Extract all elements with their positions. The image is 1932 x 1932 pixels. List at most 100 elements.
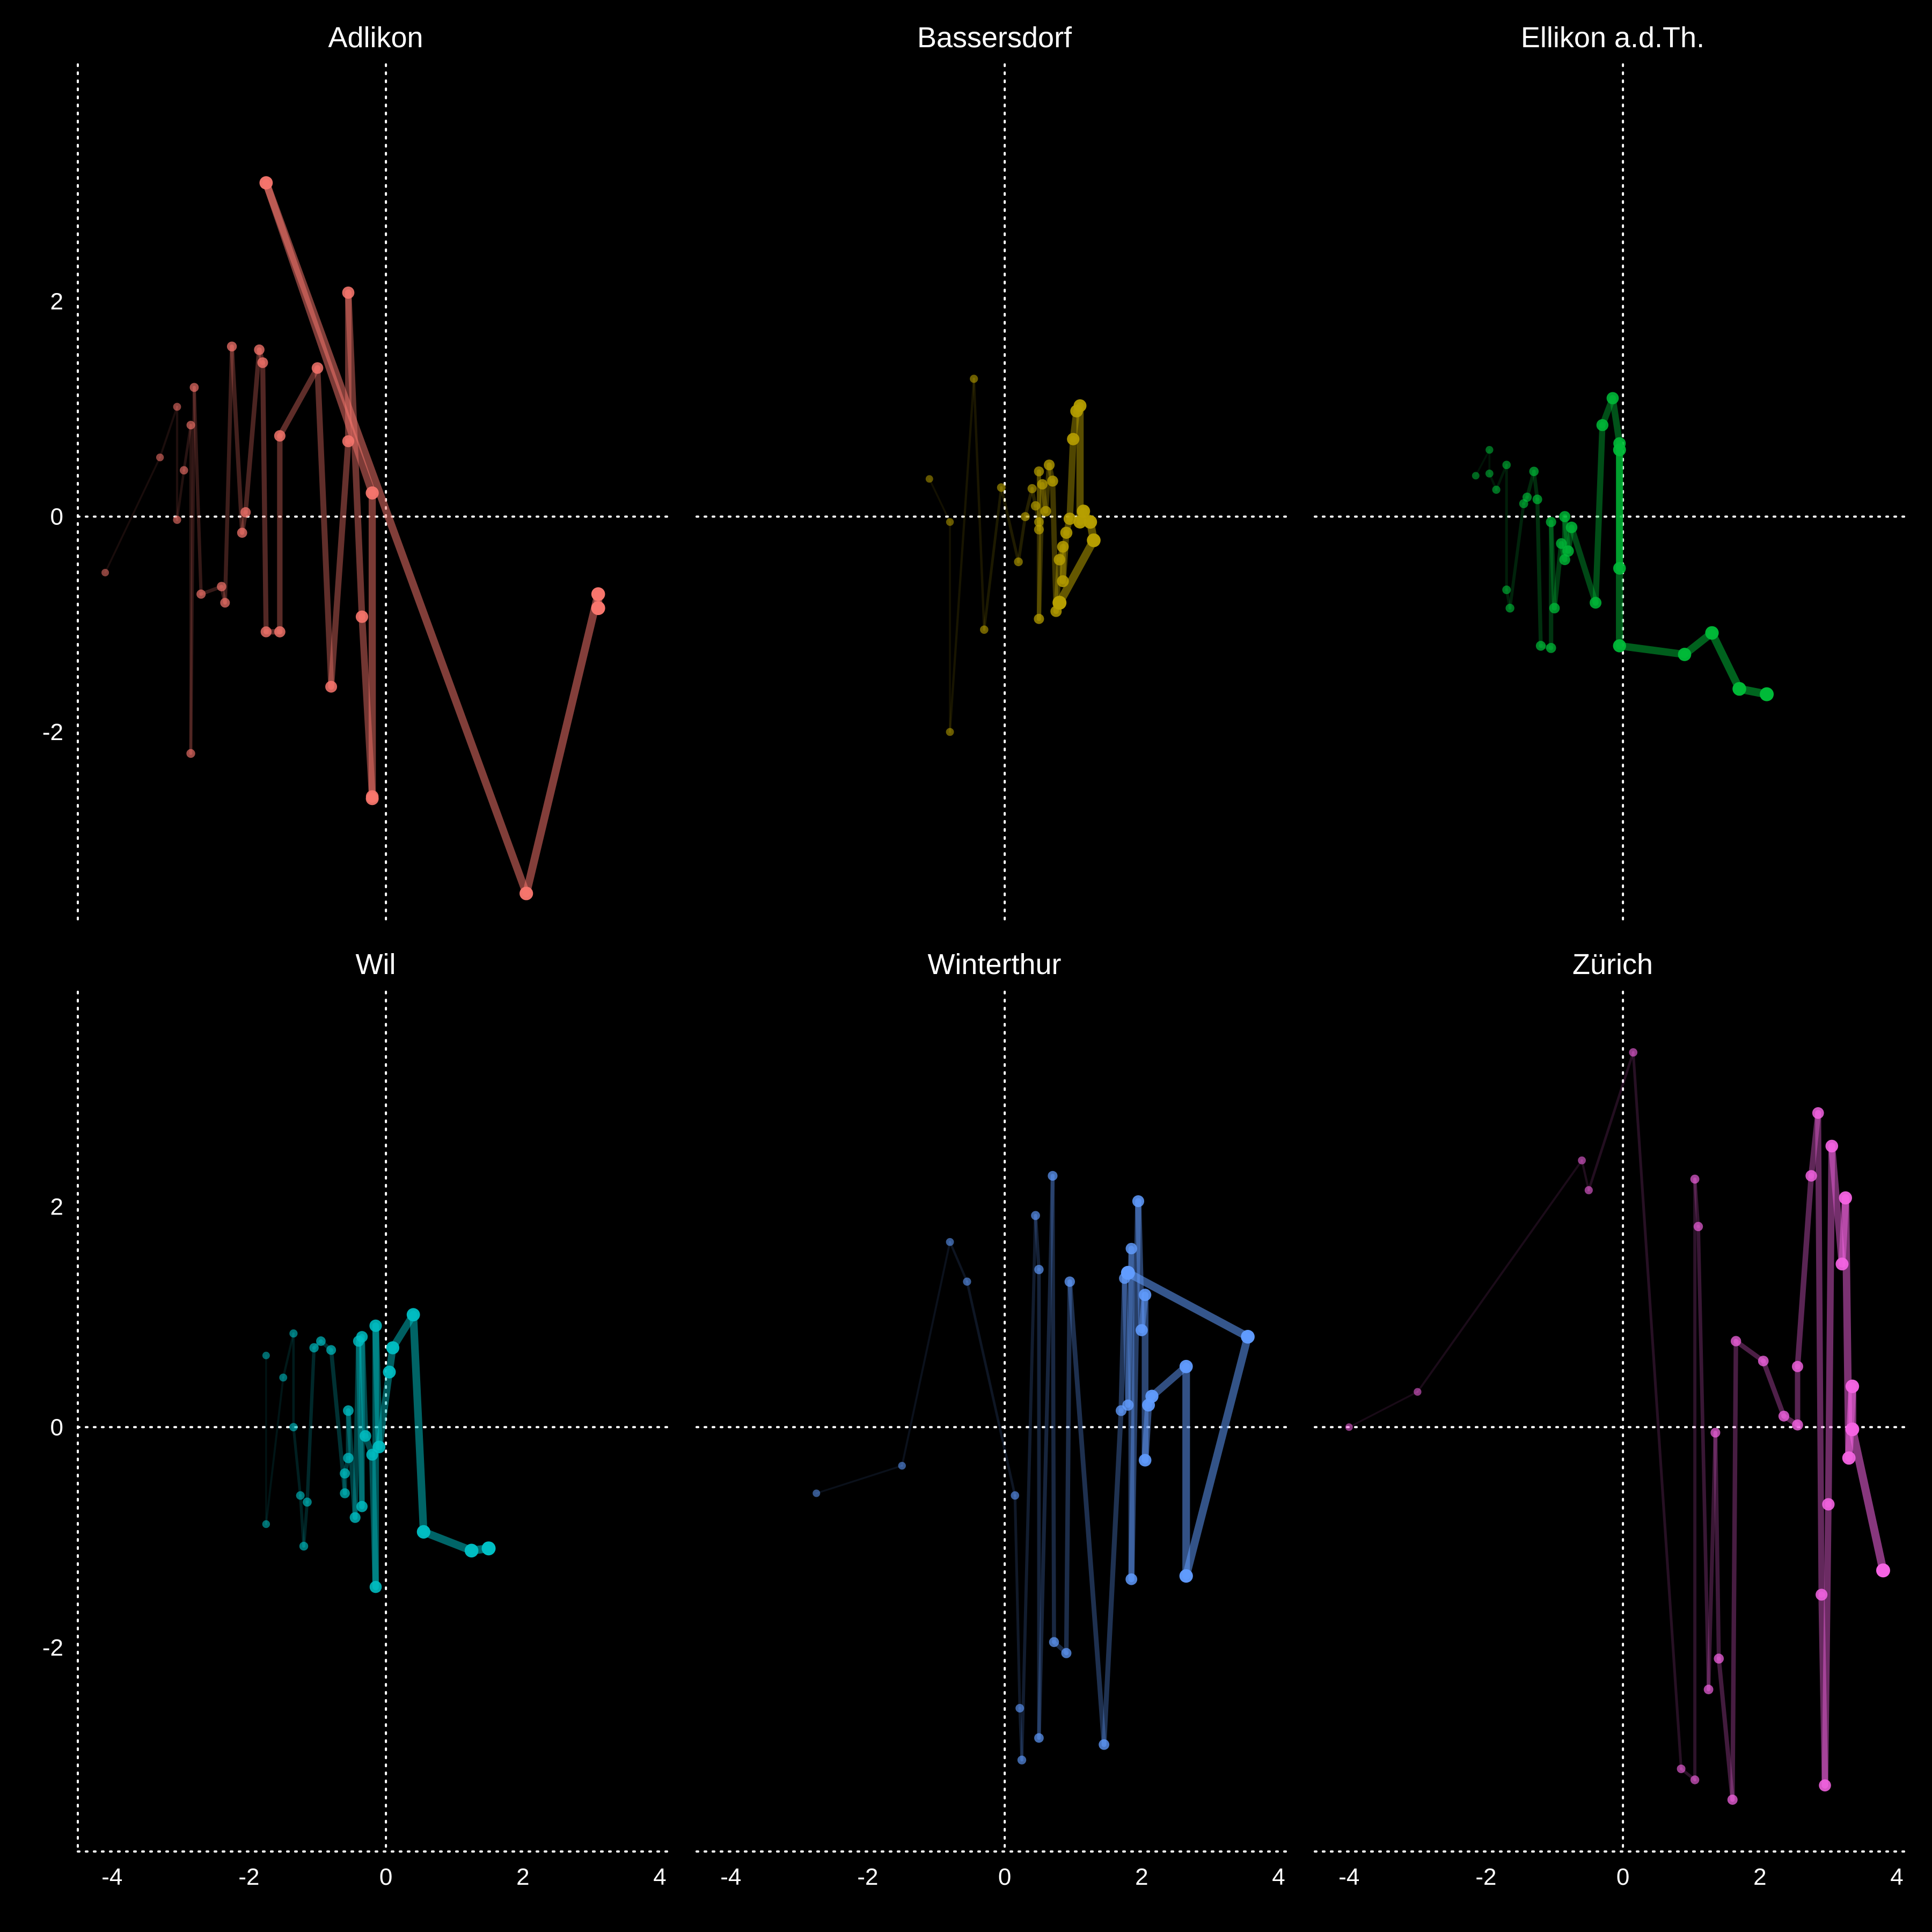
path-segment — [192, 385, 203, 596]
series-points-wil — [262, 1308, 496, 1593]
path-segment — [1552, 541, 1564, 611]
data-point — [1048, 1170, 1058, 1181]
path-segment — [305, 1346, 316, 1504]
x-tick-label: -4 — [101, 1864, 122, 1890]
path-segment — [1631, 1051, 1683, 1770]
path-segment — [983, 486, 1003, 631]
data-point — [1584, 1186, 1593, 1195]
path-segment — [369, 1451, 379, 1590]
data-point — [101, 568, 109, 576]
data-point — [1690, 1775, 1700, 1784]
data-point — [1492, 485, 1501, 494]
data-point — [1690, 1174, 1700, 1184]
path-segment — [1848, 1425, 1887, 1575]
x-tick-label: -4 — [720, 1864, 741, 1890]
data-point — [1556, 538, 1567, 549]
data-point — [1414, 1388, 1422, 1396]
path-segment — [1562, 514, 1571, 554]
data-point — [1812, 1107, 1824, 1119]
path-segment — [1135, 1198, 1145, 1334]
data-point — [1825, 1139, 1839, 1153]
path-segment — [1548, 519, 1557, 611]
path-segment — [1148, 1363, 1190, 1400]
path-segment — [1508, 502, 1526, 610]
data-point — [1125, 1242, 1137, 1255]
data-point — [342, 286, 355, 299]
path-segment — [1043, 462, 1052, 514]
path-segment — [1815, 1110, 1825, 1598]
data-point — [1472, 472, 1480, 480]
facet-title-zurich: Zürich — [1572, 948, 1653, 980]
data-point — [1099, 1739, 1110, 1750]
data-point — [1136, 1324, 1148, 1336]
data-point — [1546, 642, 1556, 653]
data-point — [1816, 1589, 1828, 1601]
data-point — [1021, 512, 1030, 522]
data-point — [813, 1489, 821, 1497]
path-segment — [948, 1241, 969, 1283]
data-point — [1677, 1764, 1686, 1773]
path-segment — [358, 613, 376, 800]
y-tick-label: -2 — [42, 719, 63, 745]
path-segment — [1182, 1333, 1252, 1580]
data-point — [1485, 446, 1494, 454]
data-point — [186, 421, 195, 430]
data-point — [1714, 1653, 1724, 1664]
path-segment — [1587, 1051, 1635, 1192]
path-segment — [1059, 529, 1070, 584]
path-segment — [928, 478, 951, 523]
data-point — [226, 341, 237, 352]
path-segment — [345, 289, 365, 620]
path-segment — [1118, 1276, 1128, 1414]
path-segment — [189, 385, 196, 755]
path-segment — [262, 179, 530, 897]
data-point — [173, 402, 181, 411]
data-point — [342, 435, 355, 448]
path-segment — [1000, 486, 1020, 564]
series-points-ellikon-a-d-th — [1472, 392, 1774, 701]
data-point — [196, 589, 206, 599]
path-segment — [243, 347, 262, 515]
data-point — [1121, 1265, 1135, 1280]
data-point — [464, 1543, 479, 1558]
data-point — [1027, 484, 1037, 493]
data-point — [1839, 1191, 1852, 1205]
y-tick-label: 2 — [50, 288, 63, 314]
data-point — [946, 518, 954, 526]
facet-title-adlikon: Adlikon — [328, 21, 423, 54]
data-point — [262, 1520, 270, 1528]
path-segment — [1568, 524, 1599, 606]
x-tick-label: 0 — [998, 1864, 1011, 1890]
data-point — [1060, 526, 1073, 539]
path-segment — [1761, 1358, 1787, 1419]
path-segment — [1808, 1110, 1821, 1179]
data-point — [1087, 533, 1101, 547]
data-point — [1562, 545, 1574, 557]
path-segment — [1023, 487, 1034, 518]
data-point — [254, 344, 265, 355]
data-point — [1179, 1569, 1193, 1583]
data-point — [1629, 1048, 1638, 1057]
path-segment — [965, 1280, 1016, 1497]
data-point — [1590, 597, 1602, 609]
path-segment — [522, 590, 602, 898]
path-segment — [1716, 1656, 1735, 1802]
x-tick-label: -4 — [1338, 1864, 1359, 1890]
path-segment — [346, 1408, 358, 1520]
path-segment — [1693, 1177, 1700, 1228]
data-point — [898, 1461, 906, 1470]
path-segment — [298, 1494, 305, 1548]
path-segment — [1580, 1159, 1590, 1191]
data-point — [1529, 466, 1539, 477]
data-point — [343, 1453, 354, 1463]
series-points-zurich — [1345, 1048, 1890, 1805]
data-point — [303, 1497, 312, 1507]
data-point — [386, 1341, 400, 1355]
data-point — [1063, 513, 1076, 525]
data-point — [1031, 1211, 1040, 1220]
path-segment — [375, 1368, 393, 1451]
path-segment — [182, 423, 193, 472]
data-point — [1703, 1685, 1714, 1694]
data-point — [1578, 1156, 1586, 1165]
data-point — [279, 1373, 288, 1382]
